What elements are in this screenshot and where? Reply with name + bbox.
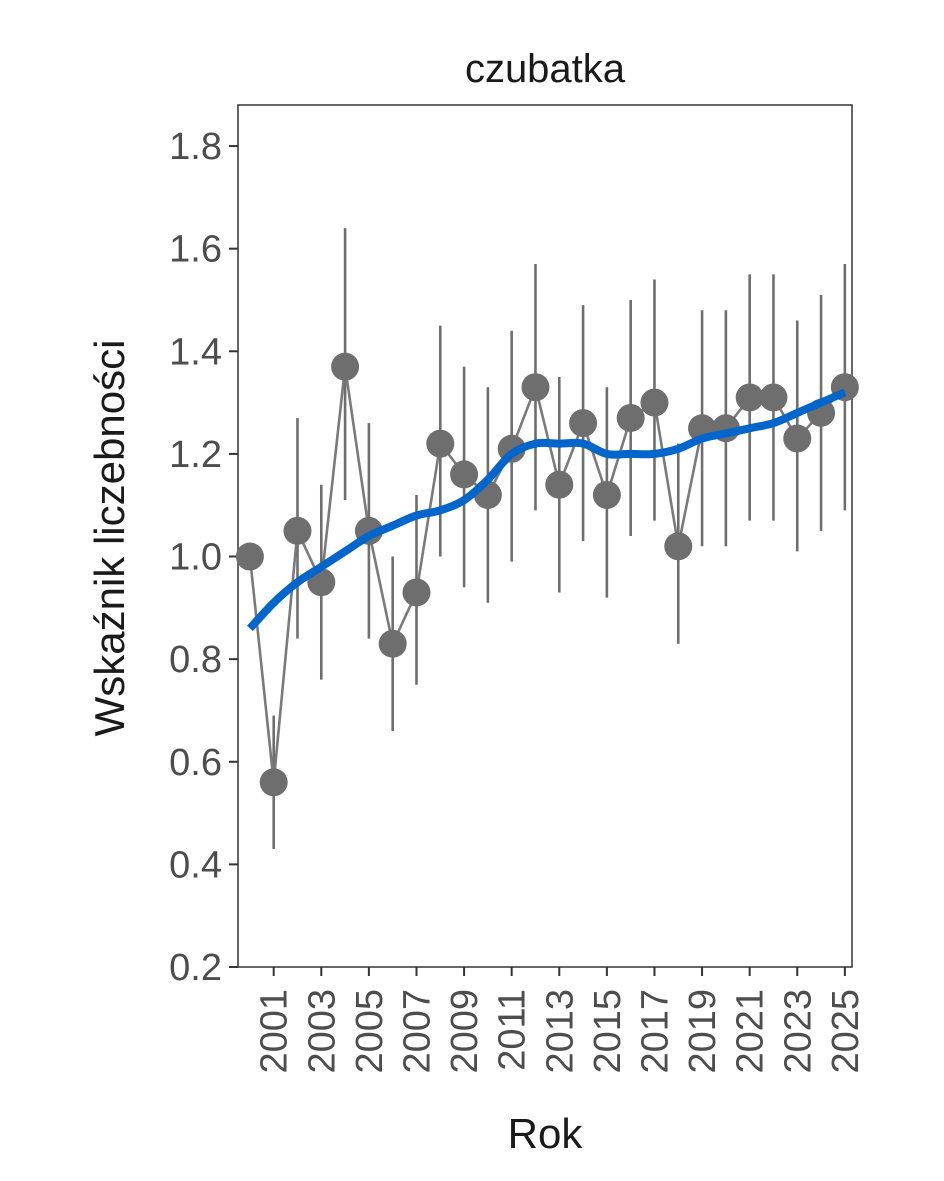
y-tick-label: 1.4 [169,331,222,373]
x-tick-label: 2023 [777,989,819,1074]
y-tick-label: 0.6 [169,742,222,784]
trend-line [246,388,847,632]
x-tick-label: 2005 [349,989,391,1074]
y-tick-label: 1.0 [169,537,222,579]
x-tick-label: 2015 [587,989,629,1074]
data-point [616,403,645,432]
data-point [426,429,455,458]
x-tick-label: 2003 [301,989,343,1074]
data-point [569,409,598,438]
data-point [545,470,574,499]
data-point [331,352,360,381]
y-tick-label: 0.8 [169,639,222,681]
data-point [259,768,288,797]
x-tick-label: 2021 [730,989,772,1074]
index-points [235,352,859,797]
y-axis: 0.2 0.4 0.6 0.8 1.0 1.2 1.4 1.6 1.8 [169,126,238,989]
x-axis: 2001 2003 2005 2007 2009 2011 2013 2015 2017 2019… [254,967,867,1074]
data-point [378,629,407,658]
plot-panel [237,104,853,968]
data-point [759,383,788,412]
x-tick-label: 2009 [444,989,486,1074]
data-point [521,373,550,402]
y-tick-label: 1.8 [169,126,222,168]
data-point [235,542,264,571]
data-point [640,388,669,417]
y-axis-title: Wskaźnik liczebności [86,340,133,737]
y-tick-label: 0.4 [169,844,222,886]
x-tick-label: 2019 [682,989,724,1074]
x-tick-label: 2025 [825,989,867,1074]
x-tick-label: 2017 [634,989,676,1074]
x-tick-label: 2013 [539,989,581,1074]
data-point [783,424,812,453]
data-point [283,516,312,545]
x-tick-label: 2001 [254,989,296,1074]
y-tick-label: 1.2 [169,434,222,476]
data-point [450,460,479,489]
x-axis-title: Rok [508,1110,584,1157]
x-tick-label: 2007 [396,989,438,1074]
y-tick-label: 1.6 [169,229,222,271]
data-point [592,480,621,509]
data-point [664,532,693,561]
data-point [735,383,764,412]
x-tick-label: 2011 [492,989,534,1071]
chart-title: czubatka [465,47,626,91]
y-tick-label: 0.2 [169,947,222,989]
data-point [402,578,431,607]
